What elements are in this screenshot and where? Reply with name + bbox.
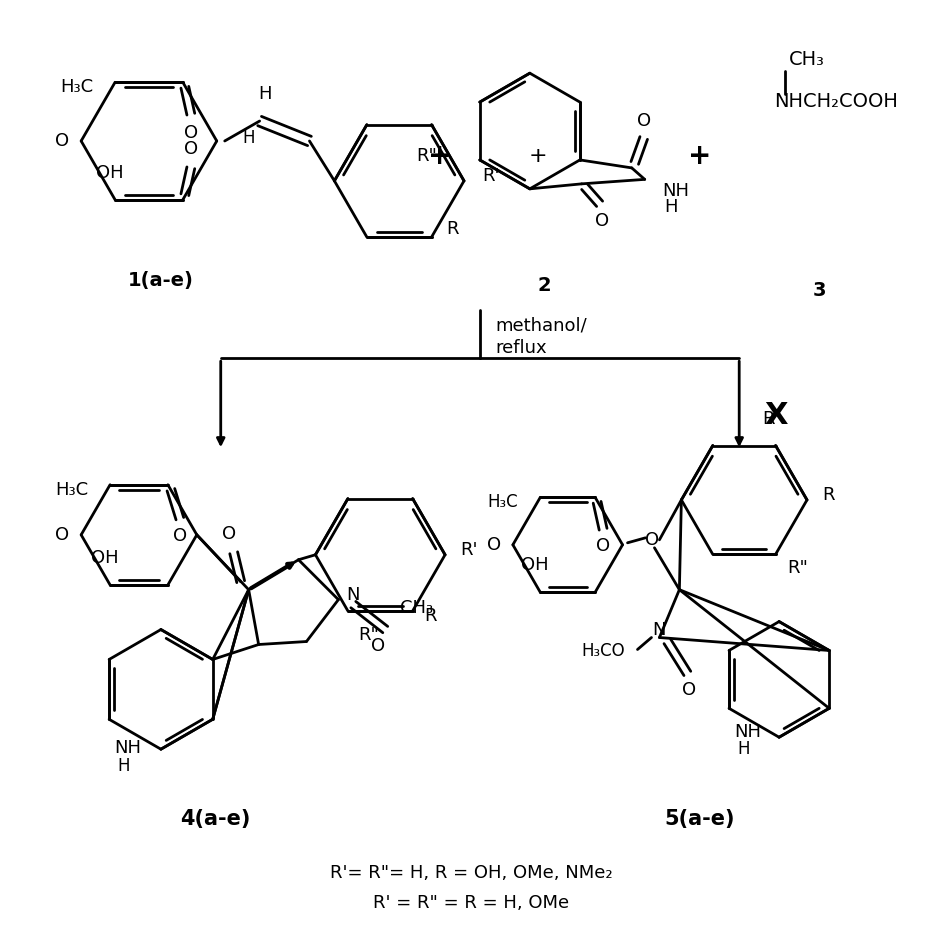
- Text: O: O: [637, 112, 651, 130]
- Text: CH₃: CH₃: [789, 49, 825, 68]
- Text: NH: NH: [114, 739, 141, 757]
- Text: NH: NH: [662, 182, 690, 200]
- Text: OH: OH: [522, 557, 549, 575]
- Text: reflux: reflux: [495, 339, 546, 357]
- Text: O: O: [487, 536, 501, 554]
- Text: H: H: [117, 757, 130, 775]
- Text: H: H: [242, 129, 254, 147]
- Text: O: O: [55, 132, 69, 150]
- Text: R": R": [416, 146, 437, 164]
- Text: N: N: [347, 585, 360, 603]
- Text: R": R": [358, 626, 379, 644]
- Text: O: O: [184, 140, 198, 158]
- Text: H₃C: H₃C: [55, 481, 89, 499]
- Text: CH₃: CH₃: [400, 598, 433, 617]
- Text: 2: 2: [538, 276, 552, 294]
- Text: methanol/: methanol/: [495, 316, 587, 334]
- Text: N: N: [653, 620, 666, 638]
- Text: H: H: [737, 740, 750, 758]
- Text: O: O: [594, 212, 609, 230]
- Text: O: O: [55, 525, 69, 543]
- Text: OH: OH: [96, 163, 124, 181]
- Text: +: +: [429, 142, 452, 170]
- Text: H₃C: H₃C: [60, 78, 93, 96]
- Text: R': R': [762, 409, 779, 428]
- Text: O: O: [172, 526, 187, 544]
- Text: H₃C: H₃C: [488, 493, 518, 511]
- Text: R": R": [788, 560, 808, 578]
- Text: O: O: [184, 124, 198, 142]
- Text: H₃CO: H₃CO: [581, 642, 625, 660]
- Text: O: O: [596, 537, 610, 555]
- Text: R' = R" = R = H, OMe: R' = R" = R = H, OMe: [373, 894, 569, 912]
- Text: +: +: [688, 142, 711, 170]
- Text: O: O: [221, 524, 236, 542]
- Text: R: R: [447, 220, 459, 238]
- Text: H: H: [258, 86, 271, 104]
- Text: NHCH₂COOH: NHCH₂COOH: [774, 91, 898, 110]
- Text: OH: OH: [91, 549, 119, 567]
- Text: O: O: [682, 681, 696, 699]
- Text: O: O: [371, 636, 385, 655]
- Text: +: +: [528, 146, 547, 166]
- Text: 3: 3: [812, 280, 826, 299]
- Text: R'= R"= H, R = OH, OMe, NMe₂: R'= R"= H, R = OH, OMe, NMe₂: [330, 864, 612, 882]
- Text: 5(a-e): 5(a-e): [664, 809, 735, 829]
- Text: R': R': [482, 167, 499, 185]
- Text: X: X: [764, 401, 788, 429]
- Text: 1(a-e): 1(a-e): [128, 271, 194, 290]
- Text: NH: NH: [734, 723, 761, 741]
- Text: R: R: [822, 486, 835, 504]
- Text: R: R: [425, 607, 437, 625]
- Text: 4(a-e): 4(a-e): [181, 809, 251, 829]
- Text: O: O: [645, 531, 659, 549]
- Text: R': R': [460, 541, 478, 559]
- Text: H: H: [665, 199, 678, 217]
